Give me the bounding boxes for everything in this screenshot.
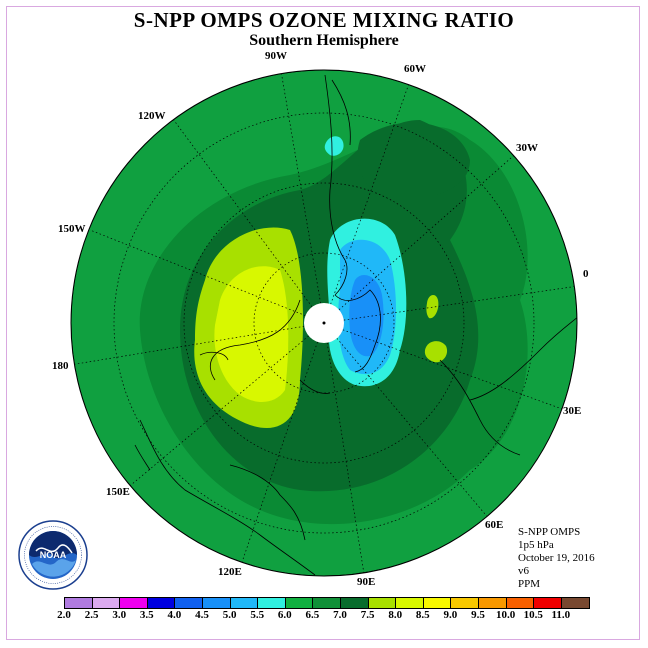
colorbar: [64, 597, 591, 609]
colorbar-swatch: [120, 598, 148, 608]
colorbar-swatch: [478, 598, 507, 608]
contour-8-0: [214, 266, 289, 402]
colorbar-swatch: [147, 598, 176, 608]
lon-label-60e: 60E: [485, 519, 504, 531]
colorbar-swatch: [230, 598, 259, 608]
lon-label-30w: 30W: [516, 142, 538, 154]
lon-label-90e: 90E: [357, 576, 376, 588]
info-block: S-NPP OMPS 1p5 hPa October 19, 2016 v6 P…: [518, 526, 595, 591]
colorbar-ticks: 2.0 2.5 3.0 3.5 4.0 4.5 5.0 5.5 6.0 6.5 7.0 7.5 8.0 8…: [50, 609, 610, 623]
figure-frame: [6, 6, 640, 640]
colorbar-swatch: [92, 598, 121, 608]
noaa-logo: NOAA: [18, 520, 88, 590]
colorbar-swatch: [368, 598, 397, 608]
info-version: v6: [518, 565, 529, 577]
colorbar-swatch: [396, 598, 424, 608]
info-instrument: S-NPP OMPS: [518, 526, 581, 538]
lon-label-150e: 150E: [106, 486, 130, 498]
colorbar-swatch: [340, 598, 369, 608]
contour-5-5-blob-top: [324, 136, 344, 156]
colorbar-tick-label: 9.0: [443, 609, 458, 621]
colorbar-tick-label: 7.0: [333, 609, 347, 621]
colorbar-tick-label: 11.0: [551, 609, 571, 621]
coastlines: [134, 74, 577, 576]
colorbar-tick-label: 6.5: [305, 609, 320, 621]
colorbar-tick-label: 2.0: [57, 609, 71, 621]
colorbar-swatch: [202, 598, 231, 608]
colorbar-swatch: [423, 598, 452, 608]
colorbar-tick-label: 8.5: [415, 609, 430, 621]
contour-7-0-bridge: [357, 122, 470, 200]
contour-7-5-blob-1: [426, 294, 439, 319]
lon-label-150w: 150W: [58, 223, 86, 235]
colorbar-tick-label: 5.0: [222, 609, 237, 621]
colorbar-swatch: [561, 598, 590, 608]
colorbar-tick-label: 2.5: [84, 609, 99, 621]
colorbar-tick-label: 5.5: [250, 609, 265, 621]
colorbar-swatch: [258, 598, 286, 608]
graticule: [71, 70, 577, 576]
map-subtitle: Southern Hemisphere: [249, 32, 399, 49]
info-level: 1p5 hPa: [518, 539, 554, 551]
colorbar-tick-label: 3.0: [112, 609, 127, 621]
info-date: October 19, 2016: [518, 552, 595, 564]
colorbar-tick-label: 6.0: [277, 609, 292, 621]
colorbar-tick-label: 10.0: [495, 609, 516, 621]
lon-label-0: 0: [583, 268, 589, 280]
map-title: S-NPP OMPS OZONE MIXING RATIO: [133, 8, 515, 32]
lon-label-180: 180: [52, 360, 69, 372]
lon-label-120w: 120W: [138, 110, 166, 122]
colorbar-swatch: [451, 598, 479, 608]
colorbar-tick-label: 4.5: [195, 609, 209, 621]
contour-7-5-blob-2: [424, 341, 448, 363]
colorbar-swatch: [285, 598, 314, 608]
south-pole-marker: [322, 321, 326, 325]
colorbar-swatch: [65, 598, 93, 608]
colorbar-swatch: [313, 598, 341, 608]
contour-4-5: [349, 275, 384, 357]
colorbar-tick-label: 9.5: [471, 609, 485, 621]
colorbar-swatch: [175, 598, 203, 608]
lon-label-120e: 120E: [218, 566, 242, 578]
map-outline: [70, 69, 578, 577]
colorbar-tick-label: 10.5: [523, 609, 543, 621]
noaa-logo-text: NOAA: [40, 550, 67, 560]
lon-label-60w: 60W: [404, 63, 426, 75]
lon-label-30e: 30E: [563, 405, 582, 417]
colorbar-tick-label: 3.5: [139, 609, 154, 621]
map-disc: [71, 70, 577, 576]
colorbar-swatch: [534, 598, 562, 608]
colorbar-tick-label: 4.0: [167, 609, 182, 621]
colorbar-tick-label: 8.0: [388, 609, 403, 621]
colorbar-swatch: [506, 598, 535, 608]
info-units: PPM: [518, 578, 541, 590]
lon-label-90w: 90W: [265, 50, 287, 62]
colorbar-tick-label: 7.5: [360, 609, 375, 621]
